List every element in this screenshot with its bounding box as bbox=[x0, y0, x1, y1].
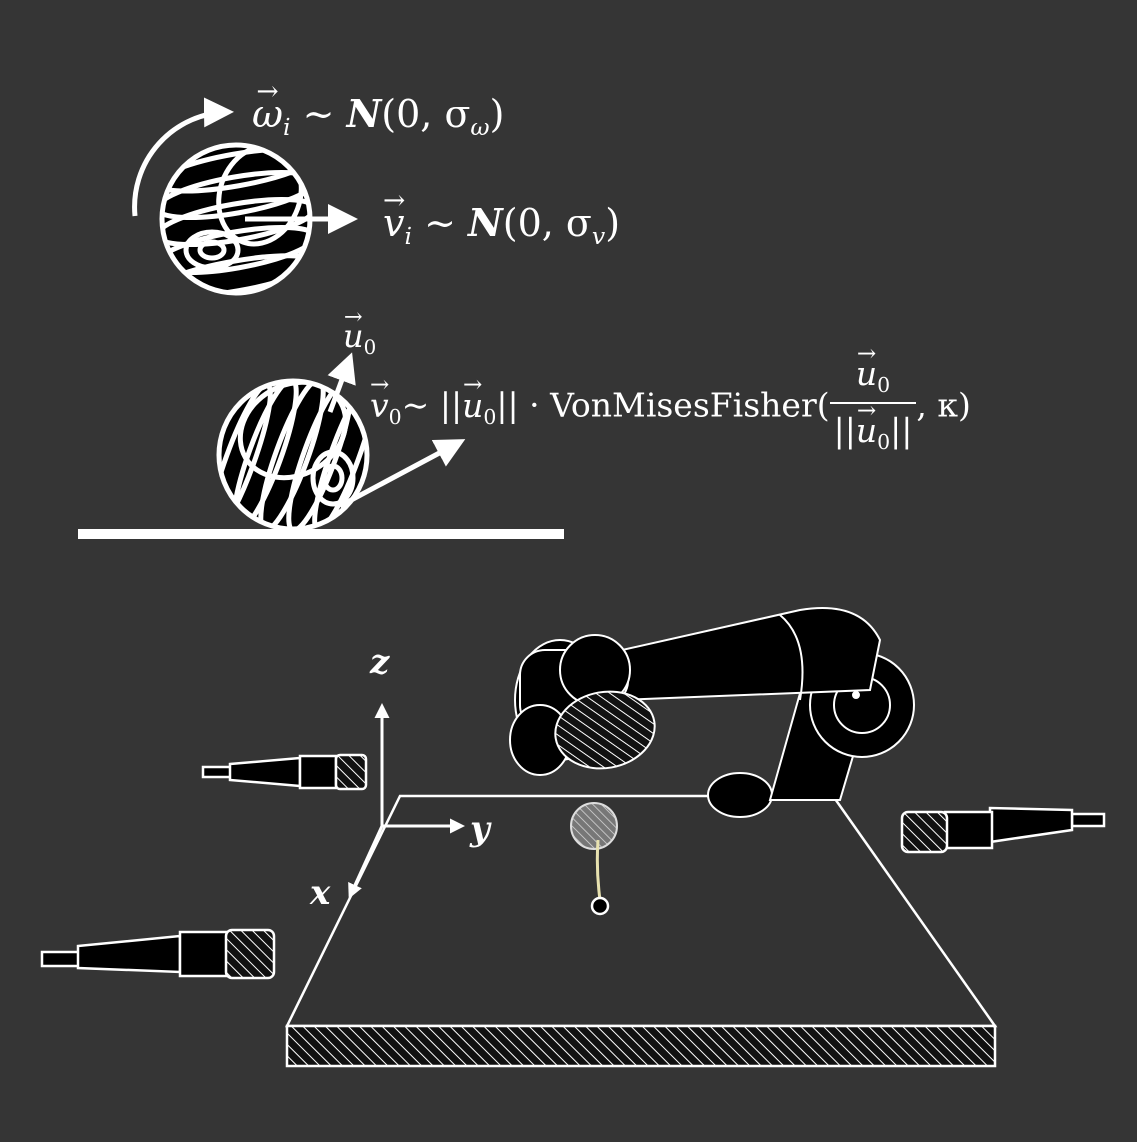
omega-equation: ωi ∼ N(0, σω) bbox=[252, 79, 504, 140]
v0-fraction: u0||u0|| bbox=[829, 343, 917, 452]
robot-arm-icon bbox=[509, 607, 915, 818]
microphone-1 bbox=[201, 753, 368, 791]
microphone-icon bbox=[40, 753, 1106, 980]
y-axis-label: y bbox=[470, 809, 490, 849]
microphone-3 bbox=[900, 806, 1106, 854]
table-icon bbox=[284, 794, 998, 1068]
trajectory-line bbox=[595, 839, 602, 901]
v0-arrow bbox=[338, 439, 466, 509]
x-axis-label: x bbox=[310, 873, 331, 913]
rotation-arrow bbox=[132, 97, 234, 217]
z-axis-label: z bbox=[370, 642, 390, 682]
spinning-ball-icon bbox=[132, 97, 358, 296]
impact-point bbox=[590, 896, 610, 916]
v0-equation: v0∼ ||u0|| · VonMisesFisher(u0||u0||, κ) bbox=[370, 343, 971, 455]
velocity-equation: vi ∼ N(0, σv) bbox=[383, 188, 620, 249]
rolling-ball-icon bbox=[78, 352, 564, 539]
u0-arrow bbox=[327, 352, 356, 413]
table-ball-icon bbox=[570, 802, 618, 916]
u0-label: u0 bbox=[343, 306, 376, 358]
x-axis bbox=[348, 825, 384, 899]
microphone-2 bbox=[40, 928, 276, 980]
coordinate-axes bbox=[348, 703, 465, 899]
